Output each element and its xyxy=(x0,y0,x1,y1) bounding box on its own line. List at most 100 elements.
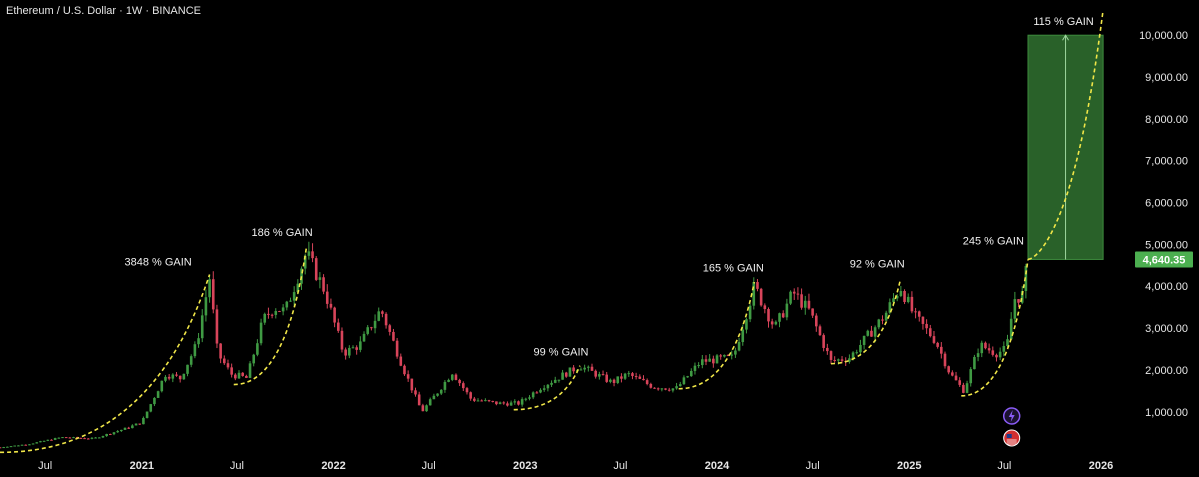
candle-down xyxy=(601,374,605,376)
candle-up xyxy=(528,397,531,399)
candle-up xyxy=(318,277,322,280)
candle-up xyxy=(153,397,156,405)
candle-up xyxy=(524,398,528,400)
candle-up xyxy=(708,358,711,362)
candle-up xyxy=(715,355,719,364)
candle-up xyxy=(752,282,756,306)
candle-up xyxy=(296,283,300,293)
candle-down xyxy=(726,354,730,356)
candle-up xyxy=(778,313,781,322)
candle-up xyxy=(498,402,502,405)
candle-down xyxy=(642,378,645,381)
candle-up xyxy=(892,298,895,303)
candle-up xyxy=(13,445,17,447)
candle-down xyxy=(469,392,472,399)
candle-down xyxy=(79,437,83,439)
candle-down xyxy=(914,311,917,313)
candle-down xyxy=(414,390,417,395)
candle-down xyxy=(936,342,939,347)
y-tick-label: 10,000.00 xyxy=(1139,30,1188,42)
candle-up xyxy=(252,354,256,364)
candle-up xyxy=(899,291,903,296)
candle-down xyxy=(995,354,998,358)
candle-up xyxy=(678,384,682,387)
candle-up xyxy=(366,327,370,334)
candle-up xyxy=(90,437,94,439)
candle-up xyxy=(263,313,267,323)
candle-down xyxy=(881,319,884,321)
candle-up xyxy=(248,363,252,378)
x-tick-label: Jul xyxy=(422,460,436,472)
candle-up xyxy=(281,307,285,312)
gain-arcs-layer: 3848 % GAIN 186 % GAIN 99 % GAIN 165 % GAIN… xyxy=(0,227,1029,454)
candle-up xyxy=(587,366,590,368)
candle-down xyxy=(506,403,509,406)
candle-up xyxy=(120,429,123,432)
candle-up xyxy=(1002,345,1006,352)
gain-label: 99 % GAIN xyxy=(533,346,588,358)
candle-down xyxy=(605,374,609,382)
candle-up xyxy=(61,437,64,439)
y-tick-label: 3,000.00 xyxy=(1145,323,1188,335)
candle-down xyxy=(958,380,962,385)
candle-down xyxy=(336,322,340,331)
candle-down xyxy=(138,423,142,425)
candle-up xyxy=(1020,291,1024,303)
candle-down xyxy=(495,401,498,405)
candle-down xyxy=(940,346,943,354)
candle-up xyxy=(693,365,697,371)
candle-up xyxy=(164,376,167,381)
candle-down xyxy=(403,365,406,375)
candle-up xyxy=(965,383,969,393)
candle-up xyxy=(303,255,307,269)
x-tick-label: 2025 xyxy=(897,460,921,472)
candle-down xyxy=(535,392,539,394)
candle-down xyxy=(763,305,767,310)
y-axis: 10,000.00 9,000.00 8,000.00 7,000.00 6,000.0… xyxy=(1139,30,1188,419)
candle-up xyxy=(980,342,984,354)
candle-down xyxy=(767,309,770,322)
candle-down xyxy=(491,400,495,402)
candle-down xyxy=(792,291,796,294)
candle-up xyxy=(561,372,564,380)
candle-up xyxy=(292,292,296,301)
candle-up xyxy=(289,300,292,302)
candle-up xyxy=(97,437,101,439)
candle-down xyxy=(649,383,653,388)
candle-up xyxy=(39,441,42,443)
candle-up xyxy=(583,367,586,370)
candle-down xyxy=(987,348,991,351)
candle-up xyxy=(906,296,910,303)
candle-up xyxy=(42,440,46,442)
y-tick-label: 2,000.00 xyxy=(1145,365,1188,377)
candle-down xyxy=(325,291,329,304)
candle-up xyxy=(748,305,752,320)
x-tick-label: Jul xyxy=(613,460,627,472)
candle-down xyxy=(947,366,950,373)
candle-up xyxy=(373,320,377,329)
candle-up xyxy=(734,350,737,355)
y-tick-label: 1,000.00 xyxy=(1145,407,1188,419)
candle-down xyxy=(962,384,965,393)
x-tick-label: Jul xyxy=(806,460,820,472)
candle-up xyxy=(895,295,899,299)
candle-up xyxy=(436,393,439,396)
candle-down xyxy=(417,394,421,406)
candle-up xyxy=(9,446,13,448)
candle-up xyxy=(450,374,454,380)
candle-down xyxy=(756,282,759,289)
candle-down xyxy=(594,370,597,377)
candle-up xyxy=(259,322,263,344)
candle-down xyxy=(638,376,642,379)
candle-down xyxy=(645,380,649,384)
candle-up xyxy=(476,400,480,402)
candle-up xyxy=(701,359,704,366)
candle-down xyxy=(83,438,86,440)
candle-down xyxy=(329,303,333,308)
gain-label: 165 % GAIN xyxy=(703,263,764,275)
candle-down xyxy=(822,335,825,348)
candle-up xyxy=(1013,299,1017,319)
candle-up xyxy=(697,365,700,367)
candle-down xyxy=(314,258,318,280)
